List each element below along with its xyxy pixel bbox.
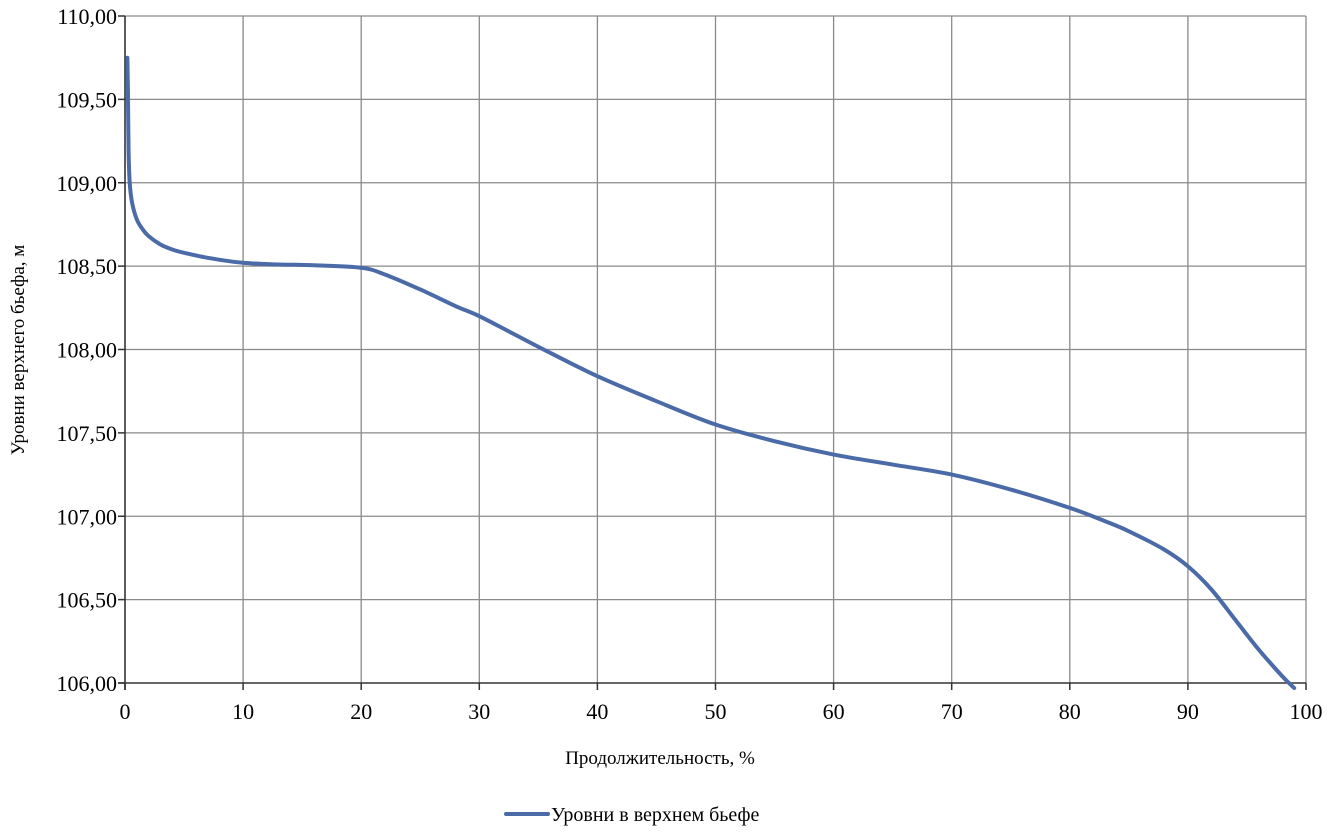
y-tick-label: 109,50: [57, 87, 118, 112]
x-tick-label: 80: [1059, 699, 1081, 724]
series-line: [125, 55, 1297, 690]
x-tick-label: 10: [232, 699, 254, 724]
legend-label: Уровни в верхнем бьефе: [551, 804, 760, 826]
y-tick-label: 108,50: [57, 254, 118, 279]
x-tick-label: 40: [586, 699, 608, 724]
x-tick-label: 100: [1290, 699, 1323, 724]
axes: [118, 15, 1307, 690]
y-tick-label: 107,50: [57, 421, 118, 446]
legend: Уровни в верхнем бьефе: [504, 804, 760, 826]
x-tick-label: 90: [1177, 699, 1199, 724]
y-tick-label: 110,00: [57, 4, 117, 29]
tick-labels: 0 10 20 30 40 50 60 70 80 90 100 106,00 106,50 107,00…: [57, 4, 1323, 724]
x-tick-label: 70: [941, 699, 963, 724]
y-tick-label: 106,50: [57, 588, 118, 613]
y-tick-label: 109,00: [57, 171, 118, 196]
y-tick-label: 107,00: [57, 504, 118, 529]
series-layer: [125, 55, 1297, 690]
x-tick-label: 50: [705, 699, 727, 724]
x-tick-label: 30: [468, 699, 490, 724]
y-tick-label: 106,00: [57, 671, 118, 696]
x-axis-title: Продолжительность, %: [565, 748, 755, 769]
y-axis-title: Уровни верхнего бьефа, м: [8, 245, 29, 456]
x-tick-label: 20: [350, 699, 372, 724]
x-tick-label: 60: [823, 699, 845, 724]
y-tick-label: 108,00: [57, 338, 118, 363]
x-tick-label: 0: [120, 699, 131, 724]
grid: [125, 15, 1307, 683]
